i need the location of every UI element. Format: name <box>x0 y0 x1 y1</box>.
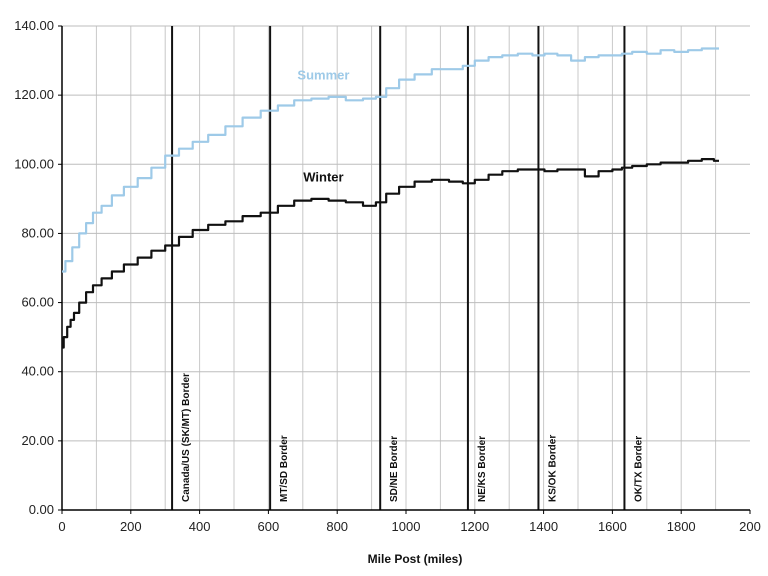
series-line-winter <box>62 158 719 349</box>
border-label: NE/KS Border <box>477 436 488 502</box>
axes <box>58 25 751 514</box>
x-tick-label: 1200 <box>460 519 489 534</box>
series-line-summer <box>62 47 719 273</box>
gridlines <box>62 25 750 510</box>
series-label-winter: Winter <box>303 170 343 185</box>
series-label-summer: Summer <box>297 68 349 83</box>
y-tick-label: 100.00 <box>14 156 54 171</box>
series-labels: Summer Winter <box>297 68 349 185</box>
border-label: Canada/US (SK/MT) Border <box>181 373 192 502</box>
x-tick-label: 1400 <box>529 519 558 534</box>
x-tick-label: 800 <box>326 519 348 534</box>
y-tick-labels: 0.00 20.00 40.00 60.00 80.00 100.00 120.00 140.… <box>14 18 54 517</box>
x-tick-label: 1600 <box>598 519 627 534</box>
y-tick-label: 60.00 <box>21 295 54 310</box>
border-label: SD/NE Border <box>389 436 400 502</box>
x-tick-label: 200 <box>739 519 761 534</box>
x-tick-label: 0 <box>58 519 65 534</box>
x-axis-label: Mile Post (miles) <box>368 552 463 566</box>
x-tick-label: 600 <box>258 519 280 534</box>
x-tick-label: 200 <box>120 519 142 534</box>
x-tick-label: 1800 <box>667 519 696 534</box>
y-tick-label: 80.00 <box>21 225 54 240</box>
y-tick-label: 140.00 <box>14 18 54 33</box>
border-label: MT/SD Border <box>279 435 290 502</box>
y-tick-label: 20.00 <box>21 433 54 448</box>
border-label: KS/OK Border <box>547 435 558 502</box>
x-tick-label: 400 <box>189 519 211 534</box>
y-tick-label: 0.00 <box>29 502 54 517</box>
border-label: OK/TX Border <box>633 436 644 502</box>
y-tick-label: 120.00 <box>14 87 54 102</box>
x-tick-labels: 0 200 400 600 800 1000 1200 1400 1600 1800 200 <box>58 519 760 534</box>
series-lines <box>62 47 719 349</box>
y-tick-label: 40.00 <box>21 364 54 379</box>
x-tick-label: 1000 <box>392 519 421 534</box>
border-lines: Canada/US (SK/MT) Border MT/SD Border SD/N… <box>171 26 644 510</box>
